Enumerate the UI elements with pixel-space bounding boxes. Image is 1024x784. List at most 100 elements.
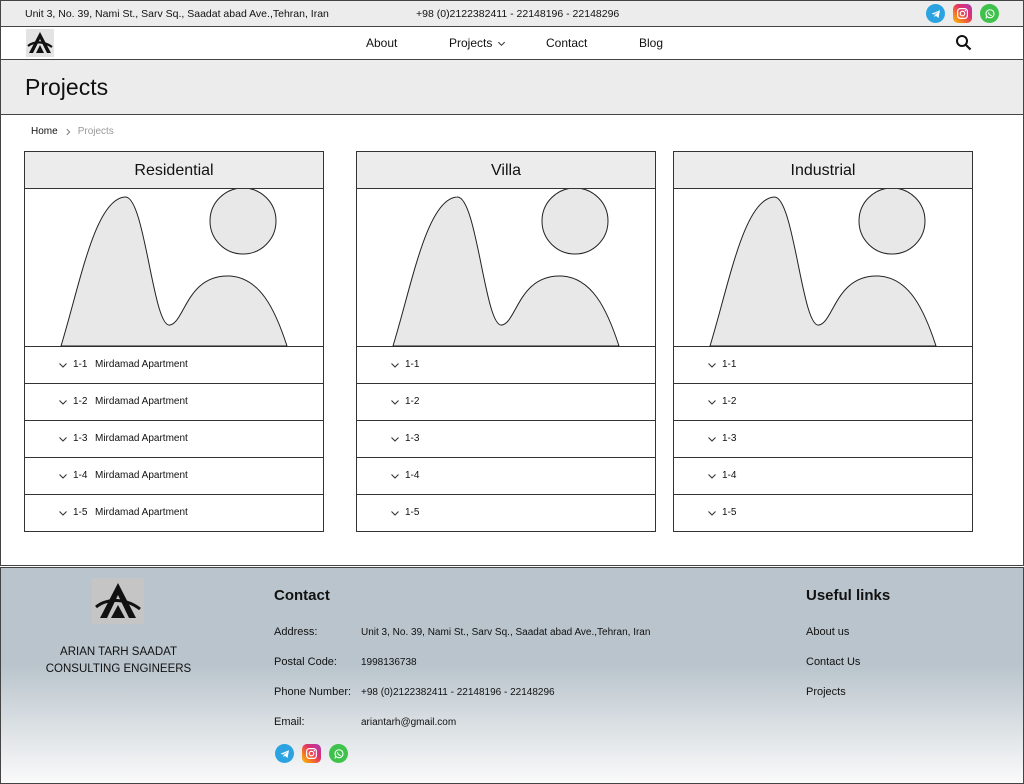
project-card-title[interactable]: Industrial <box>674 152 972 189</box>
project-item-name: Mirdamad Apartment <box>95 470 188 481</box>
project-list-item[interactable]: 1-4 <box>674 458 972 495</box>
project-item-number: 1-5 <box>405 507 420 518</box>
chevron-down-icon <box>391 437 399 442</box>
project-list-item[interactable]: 1-1 <box>357 347 655 384</box>
project-list-item[interactable]: 1-3 <box>674 421 972 458</box>
project-item-number: 1-2 <box>722 396 737 407</box>
topbar-address: Unit 3, No. 39, Nami St., Sarv Sq., Saad… <box>25 8 329 20</box>
topbar-phone[interactable]: +98 (0)2122382411 - 22148196 - 22148296 <box>416 8 620 20</box>
postal-code-label: Postal Code: <box>274 656 337 668</box>
image-placeholder-icon[interactable] <box>357 189 655 347</box>
project-list-item[interactable]: 1-2 <box>357 384 655 421</box>
project-item-number: 1-3 <box>405 433 420 444</box>
project-list-item[interactable]: 1-4 <box>357 458 655 495</box>
project-list-item[interactable]: 1-3 <box>357 421 655 458</box>
footer-contact-heading: Contact <box>274 587 330 604</box>
chevron-down-icon <box>708 363 716 368</box>
telegram-icon[interactable] <box>926 4 945 23</box>
nav-contact[interactable]: Contact <box>546 36 588 50</box>
project-item-number: 1-4 <box>722 470 737 481</box>
nav-projects[interactable]: Projects <box>449 36 506 50</box>
project-card: Industrial 1-1 1-2 1-3 1-4 1-5 <box>673 151 973 532</box>
whatsapp-icon[interactable] <box>980 4 999 23</box>
project-card: Villa 1-1 1-2 1-3 1-4 1-5 <box>356 151 656 532</box>
email-label: Email: <box>274 716 305 728</box>
telegram-icon[interactable] <box>275 744 294 763</box>
breadcrumb: Home Projects <box>31 126 114 137</box>
footer-link-about[interactable]: About us <box>806 626 850 638</box>
company-line-1: ARIAN TARH SAADAT <box>60 646 177 658</box>
postal-code-value: 1998136738 <box>361 657 417 668</box>
project-list-item[interactable]: 1-5 <box>674 495 972 532</box>
project-item-number: 1-1 <box>722 359 737 370</box>
footer-link-contact[interactable]: Contact Us <box>806 656 861 668</box>
project-list-item[interactable]: 1-3 Mirdamad Apartment <box>25 421 323 458</box>
footer-useful-links-heading: Useful links <box>806 587 891 604</box>
email-value[interactable]: ariantarh@gmail.com <box>361 717 457 728</box>
breadcrumb-home[interactable]: Home <box>31 126 58 137</box>
chevron-down-icon <box>391 363 399 368</box>
page-header: Projects <box>0 59 1024 115</box>
nav-blog[interactable]: Blog <box>639 36 664 50</box>
project-item-name: Mirdamad Apartment <box>95 359 188 370</box>
image-placeholder-icon[interactable] <box>674 189 972 347</box>
chevron-down-icon <box>59 437 67 442</box>
chevron-down-icon <box>391 511 399 516</box>
chevron-down-icon <box>391 400 399 405</box>
footer-link-projects[interactable]: Projects <box>806 686 846 698</box>
chevron-down-icon <box>708 400 716 405</box>
project-card-title[interactable]: Residential <box>25 152 323 189</box>
project-list-item[interactable]: 1-5 Mirdamad Apartment <box>25 495 323 532</box>
address-label: Address: <box>274 626 318 638</box>
footer-company-name: ARIAN TARH SAADAT CONSULTING ENGINEERS <box>41 644 196 678</box>
chevron-down-icon <box>59 474 67 479</box>
project-item-name: Mirdamad Apartment <box>95 507 188 518</box>
instagram-icon[interactable] <box>953 4 972 23</box>
chevron-right-icon <box>66 128 70 135</box>
chevron-down-icon <box>708 437 716 442</box>
project-card: Residential 1-1 Mirdamad Apartment 1-2 Mirda… <box>24 151 324 532</box>
nav-about[interactable]: About <box>366 36 398 50</box>
whatsapp-icon[interactable] <box>329 744 348 763</box>
company-line-2: CONSULTING ENGINEERS <box>45 663 192 675</box>
chevron-down-icon <box>708 511 716 516</box>
project-list-item[interactable]: 1-5 <box>357 495 655 532</box>
project-item-number: 1-5 <box>73 507 88 518</box>
project-list-item[interactable]: 1-2 Mirdamad Apartment <box>25 384 323 421</box>
phone-label: Phone Number: <box>274 686 352 698</box>
footer: ARIAN TARH SAADAT CONSULTING ENGINEERS C… <box>0 567 1024 784</box>
logo-icon[interactable] <box>26 29 54 57</box>
chevron-down-icon <box>391 474 399 479</box>
project-list-item[interactable]: 1-1 <box>674 347 972 384</box>
project-item-number: 1-2 <box>73 396 88 407</box>
topbar-socials <box>926 4 999 23</box>
project-item-number: 1-4 <box>73 470 88 481</box>
footer-socials <box>275 744 348 763</box>
project-item-number: 1-4 <box>405 470 420 481</box>
project-item-number: 1-3 <box>722 433 737 444</box>
image-placeholder-icon[interactable] <box>25 189 323 347</box>
project-item-number: 1-1 <box>405 359 420 370</box>
project-list-item[interactable]: 1-1 Mirdamad Apartment <box>25 347 323 384</box>
chevron-down-icon <box>59 511 67 516</box>
project-item-name: Mirdamad Apartment <box>95 396 188 407</box>
top-info-bar: Unit 3, No. 39, Nami St., Sarv Sq., Saad… <box>0 0 1024 27</box>
chevron-down-icon <box>59 400 67 405</box>
footer-logo-icon <box>92 578 144 624</box>
instagram-icon[interactable] <box>302 744 321 763</box>
phone-value[interactable]: +98 (0)2122382411 - 22148196 - 22148296 <box>361 687 555 698</box>
project-item-number: 1-5 <box>722 507 737 518</box>
project-item-number: 1-1 <box>73 359 88 370</box>
project-item-number: 1-3 <box>73 433 88 444</box>
project-card-title[interactable]: Villa <box>357 152 655 189</box>
page-title: Projects <box>25 74 109 100</box>
project-item-number: 1-2 <box>405 396 420 407</box>
address-value: Unit 3, No. 39, Nami St., Sarv Sq., Saad… <box>361 627 651 638</box>
chevron-down-icon <box>59 363 67 368</box>
search-icon[interactable] <box>955 34 973 52</box>
nav-projects-label: Projects <box>449 36 493 50</box>
chevron-down-icon <box>708 474 716 479</box>
chevron-down-icon <box>498 41 506 46</box>
project-list-item[interactable]: 1-4 Mirdamad Apartment <box>25 458 323 495</box>
project-list-item[interactable]: 1-2 <box>674 384 972 421</box>
